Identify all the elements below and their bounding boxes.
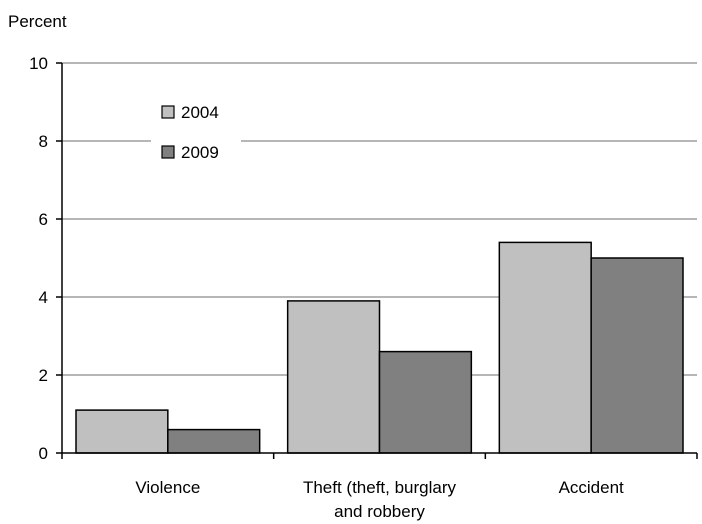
y-tick-label: 2 [39,366,48,385]
y-tick-label: 4 [39,288,48,307]
y-tick-label: 0 [39,444,48,463]
bar-2009-1 [167,428,261,454]
bar-2004-3 [498,241,592,454]
y-tick-labels: 0 2 4 6 8 10 [29,54,48,463]
bars [75,241,684,454]
legend: 2004 2009 [151,99,241,169]
bar-2009-2 [378,350,473,454]
x-tick-label-line: and robbery [334,502,425,521]
x-tick-label-line: Theft (theft, burglary [303,478,457,497]
y-tick-label: 6 [39,210,48,229]
x-tick-label-line: Accident [559,478,624,497]
y-tick-label: 8 [39,132,48,151]
x-tick-label: Violence [135,478,200,497]
axes [56,62,698,459]
legend-swatch-2004 [161,105,175,119]
bar-2004-2 [286,300,381,454]
x-tick-label: Accident [559,478,624,497]
y-tick-label: 10 [29,54,48,73]
bar-2004-1 [75,409,169,454]
legend-swatch-2009 [161,145,175,159]
bar-2009-3 [590,257,684,454]
x-tick-labels: Violence Theft (theft, burglary and robber… [135,478,624,521]
x-tick-label: Theft (theft, burglary and robbery [303,478,457,521]
x-tick-label-line: Violence [135,478,200,497]
y-axis-title: Percent [8,12,67,31]
legend-label-2009: 2009 [181,143,219,162]
legend-label-2004: 2004 [181,103,219,122]
